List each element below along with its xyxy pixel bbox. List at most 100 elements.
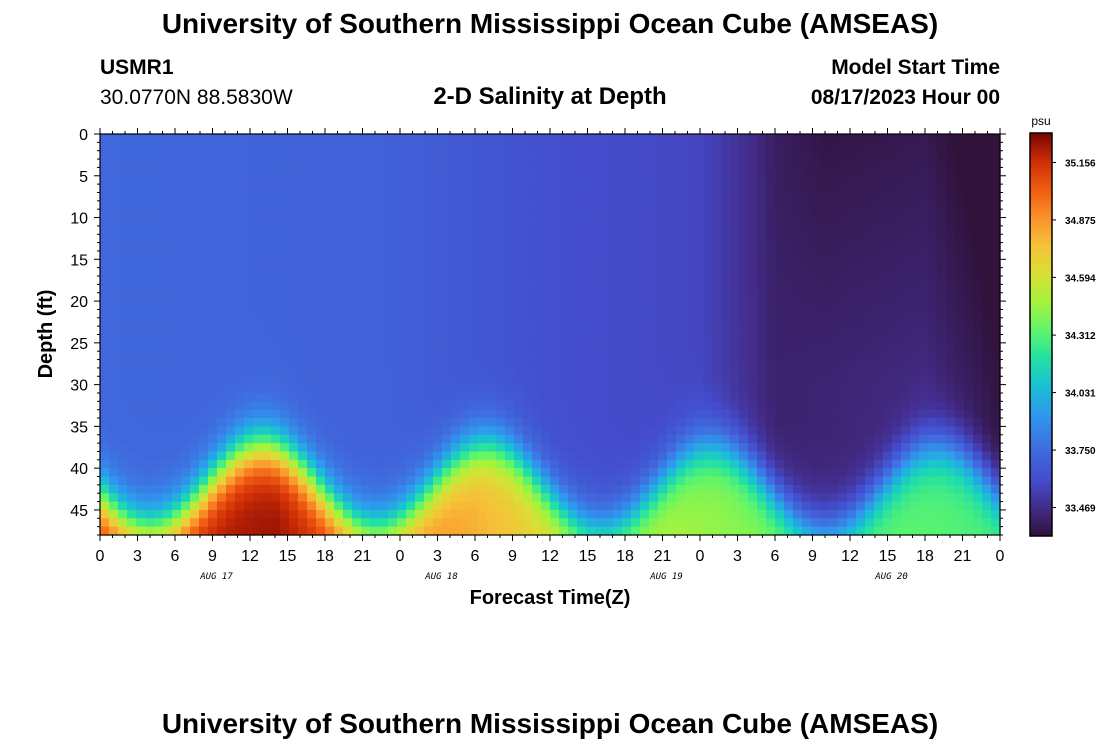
heatmap-cell: [667, 434, 677, 444]
heatmap-cell: [919, 434, 929, 444]
heatmap-cell: [172, 484, 182, 494]
heatmap-cell: [631, 292, 641, 302]
heatmap-cell: [343, 284, 353, 294]
heatmap-cell: [991, 384, 1001, 394]
heatmap-cell: [658, 159, 668, 169]
heatmap-cell: [730, 493, 740, 503]
heatmap-cell: [982, 509, 992, 519]
heatmap-cell: [235, 192, 245, 202]
heatmap-cell: [352, 317, 362, 327]
heatmap-cell: [946, 451, 956, 461]
heatmap-cell: [451, 459, 461, 469]
heatmap-cell: [442, 225, 452, 235]
heatmap-cell: [136, 200, 146, 210]
heatmap-cell: [964, 276, 974, 285]
heatmap-cell: [181, 267, 191, 277]
heatmap-cell: [379, 526, 389, 536]
heatmap-cell: [100, 526, 110, 536]
heatmap-cell: [622, 426, 632, 436]
heatmap-cell: [838, 359, 848, 369]
heatmap-cell: [622, 451, 632, 461]
heatmap-cell: [658, 518, 668, 528]
heatmap-cell: [370, 142, 380, 152]
heatmap-cell: [937, 526, 947, 536]
heatmap-cell: [361, 484, 371, 494]
heatmap-cell: [658, 175, 668, 185]
heatmap-cell: [406, 242, 416, 252]
heatmap-cell: [658, 259, 668, 269]
heatmap-cell: [145, 426, 155, 436]
heatmap-cell: [532, 326, 542, 336]
heatmap-cell: [622, 242, 632, 252]
heatmap-cell: [991, 376, 1001, 386]
heatmap-cell: [244, 134, 254, 143]
heatmap-cell: [892, 234, 902, 244]
heatmap-cell: [712, 242, 722, 252]
heatmap-cell: [847, 217, 857, 227]
heatmap-cell: [703, 468, 713, 478]
heatmap-cell: [154, 501, 164, 511]
heatmap-cell: [820, 426, 830, 436]
heatmap-cell: [172, 367, 182, 377]
heatmap-cell: [739, 459, 749, 469]
heatmap-cell: [856, 351, 866, 361]
heatmap-cell: [613, 384, 623, 394]
heatmap-cell: [766, 301, 776, 311]
heatmap-cell: [928, 225, 938, 235]
heatmap-cell: [757, 309, 767, 319]
heatmap-cell: [721, 209, 731, 219]
heatmap-cell: [685, 426, 695, 436]
heatmap-cell: [460, 434, 470, 444]
heatmap-cell: [415, 159, 425, 169]
heatmap-cell: [757, 434, 767, 444]
heatmap-cell: [793, 200, 803, 210]
heatmap-cell: [433, 418, 443, 427]
heatmap-cell: [928, 384, 938, 394]
heatmap-cell: [892, 167, 902, 177]
heatmap-cell: [874, 468, 884, 478]
heatmap-cell: [442, 292, 452, 302]
heatmap-cell: [505, 392, 515, 402]
heatmap-cell: [505, 484, 515, 494]
heatmap-cell: [163, 225, 173, 235]
heatmap-cell: [361, 501, 371, 511]
heatmap-cell: [253, 292, 263, 302]
heatmap-cell: [883, 426, 893, 436]
heatmap-cell: [316, 459, 326, 469]
heatmap-cell: [541, 468, 551, 478]
heatmap-cell: [685, 484, 695, 494]
heatmap-cell: [739, 217, 749, 227]
heatmap-cell: [649, 484, 659, 494]
heatmap-cell: [397, 518, 407, 528]
heatmap-cell: [910, 267, 920, 277]
heatmap-cell: [424, 443, 434, 453]
heatmap-cell: [982, 250, 992, 260]
heatmap-cell: [244, 367, 254, 377]
heatmap-cell: [118, 526, 128, 536]
heatmap-cell: [811, 217, 821, 227]
heatmap-cell: [388, 376, 398, 386]
heatmap-cell: [874, 334, 884, 344]
heatmap-cell: [784, 309, 794, 319]
heatmap-cell: [163, 392, 173, 402]
heatmap-cell: [829, 459, 839, 469]
heatmap-cell: [946, 250, 956, 260]
heatmap-cell: [136, 159, 146, 169]
heatmap-cell: [748, 443, 758, 453]
heatmap-cell: [559, 501, 569, 511]
heatmap-cell: [694, 384, 704, 394]
heatmap-cell: [361, 134, 371, 143]
heatmap-cell: [172, 167, 182, 177]
heatmap-cell: [253, 250, 263, 260]
heatmap-cell: [595, 167, 605, 177]
heatmap-cell: [145, 384, 155, 394]
heatmap-cell: [532, 276, 542, 285]
heatmap-cell: [820, 451, 830, 461]
heatmap-cell: [991, 142, 1001, 152]
heatmap-cell: [451, 134, 461, 143]
heatmap-cell: [136, 259, 146, 269]
heatmap-cell: [973, 401, 983, 411]
heatmap-cell: [703, 292, 713, 302]
heatmap-cell: [820, 476, 830, 486]
heatmap-cell: [802, 376, 812, 386]
